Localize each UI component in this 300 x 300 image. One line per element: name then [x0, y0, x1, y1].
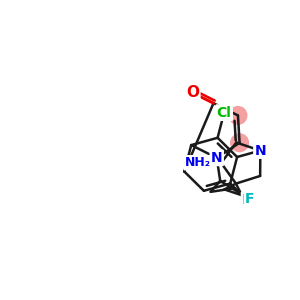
Text: N: N	[211, 151, 223, 165]
Text: O: O	[186, 85, 199, 100]
Text: F: F	[242, 193, 252, 207]
Circle shape	[229, 106, 247, 124]
Text: NH₂: NH₂	[185, 156, 211, 169]
Circle shape	[231, 134, 248, 152]
Text: N: N	[254, 144, 266, 158]
Text: F: F	[245, 193, 255, 206]
Text: Cl: Cl	[217, 106, 232, 120]
